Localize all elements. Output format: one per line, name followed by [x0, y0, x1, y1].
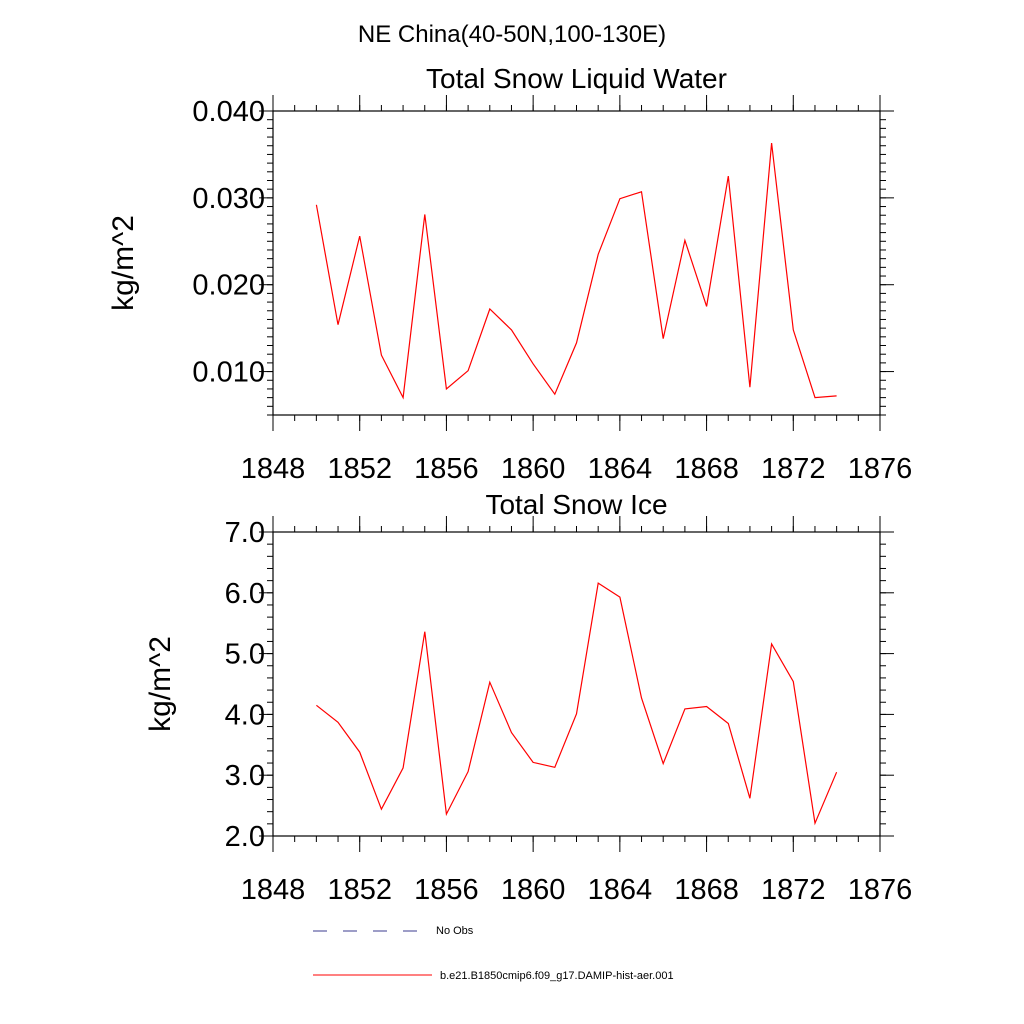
y-tick-label: 7.0 — [225, 517, 265, 549]
y-tick-label: 0.040 — [192, 96, 265, 128]
y-tick-label: 6.0 — [225, 578, 265, 610]
series-line — [315, 143, 837, 400]
y-tick-label: 0.010 — [192, 357, 265, 389]
x-tick-label: 1876 — [848, 453, 913, 485]
x-tick-label: 1872 — [761, 874, 826, 906]
x-tick-label: 1860 — [501, 874, 566, 906]
x-tick-label: 1860 — [501, 453, 566, 485]
x-tick-label: 1868 — [674, 453, 739, 485]
x-tick-label: 1848 — [241, 874, 306, 906]
snow-liquid-water-panel: Total Snow Liquid Water kg/m^2 0.010 0.020 0… — [107, 63, 912, 485]
x-tick-label: 1856 — [414, 453, 479, 485]
legend: No Obs b.e21.B1850cmip6.f09_g17.DAMIP-hi… — [313, 925, 674, 982]
x-tick-label: 1852 — [327, 453, 392, 485]
snow-ice-panel: Total Snow Ice kg/m^2 2.0 3.0 4.0 5.0 6.0 7.0 18… — [144, 489, 912, 906]
x-tick-label: 1852 — [327, 874, 392, 906]
legend-model-label: b.e21.B1850cmip6.f09_g17.DAMIP-hist-aer.… — [440, 970, 674, 982]
series-line — [316, 582, 838, 826]
panel-title: Total Snow Liquid Water — [426, 63, 727, 94]
y-tick-label: 4.0 — [225, 699, 265, 731]
x-tick-label: 1868 — [674, 874, 739, 906]
x-tick-label: 1872 — [761, 453, 826, 485]
x-tick-label: 1864 — [588, 874, 653, 906]
y-axis-label: kg/m^2 — [144, 636, 177, 732]
legend-obs-label: No Obs — [436, 925, 474, 937]
y-tick-label: 5.0 — [225, 639, 265, 671]
y-tick-label: 0.020 — [192, 270, 265, 302]
x-tick-label: 1848 — [241, 453, 306, 485]
y-tick-label: 2.0 — [225, 821, 265, 853]
x-tick-label: 1876 — [848, 874, 913, 906]
y-tick-label: 3.0 — [225, 760, 265, 792]
y-axis-label: kg/m^2 — [107, 215, 140, 311]
panel-title: Total Snow Ice — [485, 489, 667, 520]
figure-title: NE China(40-50N,100-130E) — [358, 21, 666, 48]
x-tick-label: 1864 — [588, 453, 653, 485]
x-tick-label: 1856 — [414, 874, 479, 906]
y-tick-label: 0.030 — [192, 183, 265, 215]
plot-frame — [272, 531, 881, 837]
